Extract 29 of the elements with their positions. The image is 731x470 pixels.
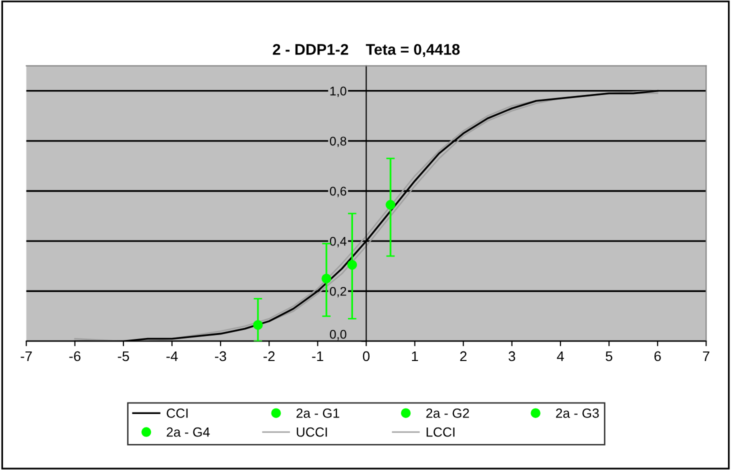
x-tick-label: -3 bbox=[214, 351, 226, 362]
y-tick-label: 0,4 bbox=[330, 236, 346, 248]
x-tick-label: 6 bbox=[654, 351, 661, 362]
x-tick-label: 5 bbox=[606, 351, 612, 362]
x-tick-label: -7 bbox=[20, 351, 32, 362]
x-tick-label: 2 bbox=[460, 351, 467, 362]
x-tick-label: -6 bbox=[69, 351, 80, 362]
x-tick-label: 7 bbox=[702, 351, 710, 362]
y-tick-label: 0,6 bbox=[330, 186, 346, 198]
x-tick-label: -1 bbox=[312, 351, 324, 362]
legend-label: 2a - G2 bbox=[426, 408, 469, 418]
x-tick-label: 0 bbox=[362, 351, 370, 362]
x-tick-label: -2 bbox=[264, 351, 275, 362]
legend-label: 2a - G4 bbox=[166, 427, 210, 437]
y-tick-label: 0,2 bbox=[330, 286, 346, 298]
chart-title: 2 - DDP1-2 Teta = 0,4418 bbox=[272, 44, 460, 58]
x-tick-label: 4 bbox=[556, 351, 564, 362]
legend-label: 2a - G3 bbox=[556, 408, 599, 418]
x-tick-label: 3 bbox=[508, 351, 516, 362]
y-tick-label: 1,0 bbox=[330, 86, 346, 97]
x-tick-label: 1 bbox=[412, 351, 418, 362]
y-tick-label: 0,8 bbox=[330, 136, 346, 148]
x-tick-label: -5 bbox=[118, 351, 130, 362]
legend-label: LCCI bbox=[426, 427, 454, 437]
legend-label: UCCI bbox=[296, 427, 327, 437]
legend-label: CCI bbox=[166, 408, 188, 418]
legend-label: 2a - G1 bbox=[296, 408, 340, 418]
x-tick-label: -4 bbox=[166, 351, 178, 362]
y-tick-label: 0,0 bbox=[330, 330, 346, 340]
